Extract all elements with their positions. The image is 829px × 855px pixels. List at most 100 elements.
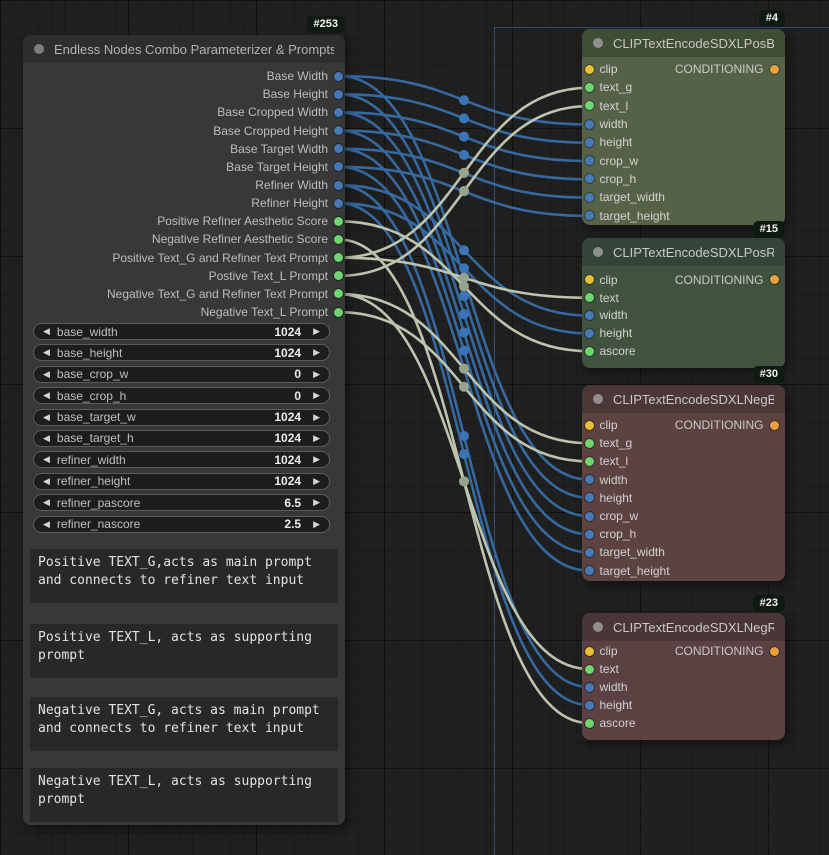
output-dot-string[interactable] [334,307,343,317]
input-dot-int[interactable] [584,547,594,557]
input-dot-int[interactable] [584,174,594,184]
input-dot-int[interactable] [584,119,594,129]
node-clip-pos-base[interactable]: CLIPTextEncodeSDXLPosBase clip CONDITIONI… [582,29,785,225]
widget-refiner-height[interactable]: ◀ refiner_height 1024 ▶ [33,472,330,490]
widget-value[interactable]: 1024 [274,345,302,360]
prompt-textarea-positive-text-l[interactable]: Positive TEXT_L, acts as supporting prom… [30,624,338,678]
decrement-arrow-icon[interactable]: ◀ [43,518,50,529]
increment-arrow-icon[interactable]: ▶ [313,454,320,465]
widget-value[interactable]: 1024 [274,431,302,446]
widget-base-target-w[interactable]: ◀ base_target_w 1024 ▶ [33,408,330,426]
increment-arrow-icon[interactable]: ▶ [313,518,320,529]
widget-refiner-nascore[interactable]: ◀ refiner_nascore 2.5 ▶ [33,515,330,533]
node-clip-neg-refiner[interactable]: CLIPTextEncodeSDXLNegRefiner clip CONDITI… [582,613,785,740]
output-dot-int[interactable] [334,126,343,136]
prompt-textarea-negative-text-l[interactable]: Negative TEXT_L, acts as supporting prom… [30,768,338,822]
node-clip-neg-base[interactable]: CLIPTextEncodeSDXLNegBase clip CONDITIONI… [582,385,785,581]
input-dot-int[interactable] [584,211,594,221]
input-dot-int[interactable] [584,511,594,521]
output-dot-conditioning[interactable] [769,420,779,430]
increment-arrow-icon[interactable]: ▶ [313,326,320,336]
node-clip-pos-refiner[interactable]: CLIPTextEncodeSDXLPosRefiner clip CONDITI… [582,238,785,368]
node-titlebar[interactable]: CLIPTextEncodeSDXLNegRefiner [582,613,785,641]
widget-base-height[interactable]: ◀ base_height 1024 ▶ [33,344,330,362]
increment-arrow-icon[interactable]: ▶ [313,475,320,486]
prompt-textarea-negative-text-g[interactable]: Negative TEXT_G, acts as main prompt and… [30,697,338,751]
input-dot-int[interactable] [584,475,594,485]
increment-arrow-icon[interactable]: ▶ [313,411,320,422]
widget-refiner-width[interactable]: ◀ refiner_width 1024 ▶ [33,451,330,469]
input-dot-string[interactable] [584,718,594,728]
widget-value[interactable]: 0 [294,367,302,382]
widget-value[interactable]: 1024 [274,410,302,425]
output-dot-string[interactable] [334,216,343,226]
input-dot-string[interactable] [584,664,594,674]
output-dot-conditioning[interactable] [769,64,779,74]
input-dot-clip[interactable] [584,420,594,430]
node-titlebar[interactable]: CLIPTextEncodeSDXLPosBase [582,29,785,57]
input-dot-clip[interactable] [584,646,594,656]
widget-base-width[interactable]: ◀ base_width 1024 ▶ [33,323,330,340]
input-dot-int[interactable] [584,493,594,503]
output-dot-string[interactable] [334,253,343,263]
output-dot-int[interactable] [334,89,343,99]
collapse-dot-icon[interactable] [593,622,603,632]
output-dot-int[interactable] [334,162,343,172]
decrement-arrow-icon[interactable]: ◀ [43,432,50,443]
input-dot-int[interactable] [584,192,594,202]
widget-base-target-h[interactable]: ◀ base_target_h 1024 ▶ [33,429,330,447]
input-dot-int[interactable] [584,156,594,166]
increment-arrow-icon[interactable]: ▶ [313,368,320,379]
output-dot-string[interactable] [334,234,343,244]
widget-refiner-pascore[interactable]: ◀ refiner_pascore 6.5 ▶ [33,494,330,512]
output-dot-int[interactable] [334,107,343,117]
input-dot-string[interactable] [584,82,594,92]
input-dot-string[interactable] [584,456,594,466]
widget-base-crop-h[interactable]: ◀ base_crop_h 0 ▶ [33,387,330,405]
widget-value[interactable]: 1024 [274,452,302,467]
input-dot-string[interactable] [584,438,594,448]
node-parameterizer[interactable]: Endless Nodes Combo Parameterizer & Prom… [23,35,345,825]
input-dot-int[interactable] [584,700,594,710]
input-dot-string[interactable] [584,346,594,356]
widget-value[interactable]: 1024 [274,474,302,489]
decrement-arrow-icon[interactable]: ◀ [43,347,50,358]
input-dot-int[interactable] [584,529,594,539]
widget-value[interactable]: 0 [294,388,302,403]
input-dot-clip[interactable] [584,64,594,74]
output-dot-int[interactable] [334,180,343,190]
input-dot-int[interactable] [584,310,594,320]
input-dot-clip[interactable] [584,275,594,285]
widget-base-crop-w[interactable]: ◀ base_crop_w 0 ▶ [33,365,330,383]
output-dot-int[interactable] [334,144,343,154]
collapse-dot-icon[interactable] [593,38,603,48]
decrement-arrow-icon[interactable]: ◀ [43,390,50,401]
increment-arrow-icon[interactable]: ▶ [313,390,320,401]
node-titlebar[interactable]: Endless Nodes Combo Parameterizer & Prom… [23,35,345,63]
collapse-dot-icon[interactable] [593,247,603,257]
output-dot-string[interactable] [334,271,343,281]
input-dot-int[interactable] [584,137,594,147]
widget-value[interactable]: 6.5 [284,495,302,510]
input-dot-string[interactable] [584,101,594,111]
decrement-arrow-icon[interactable]: ◀ [43,368,50,379]
prompt-textarea-positive-text-g[interactable]: Positive TEXT_G,acts as main prompt and … [30,549,338,603]
output-dot-int[interactable] [334,198,343,208]
collapse-dot-icon[interactable] [34,44,44,54]
collapse-dot-icon[interactable] [593,394,603,404]
increment-arrow-icon[interactable]: ▶ [313,432,320,443]
decrement-arrow-icon[interactable]: ◀ [43,326,50,336]
input-dot-int[interactable] [584,682,594,692]
input-dot-int[interactable] [584,328,594,338]
input-dot-string[interactable] [584,293,594,303]
widget-value[interactable]: 1024 [274,324,302,339]
widget-value[interactable]: 2.5 [284,517,302,532]
output-dot-string[interactable] [334,289,343,299]
input-dot-int[interactable] [584,566,594,576]
decrement-arrow-icon[interactable]: ◀ [43,454,50,465]
output-dot-int[interactable] [334,71,343,81]
increment-arrow-icon[interactable]: ▶ [313,347,320,358]
decrement-arrow-icon[interactable]: ◀ [43,411,50,422]
increment-arrow-icon[interactable]: ▶ [313,497,320,508]
